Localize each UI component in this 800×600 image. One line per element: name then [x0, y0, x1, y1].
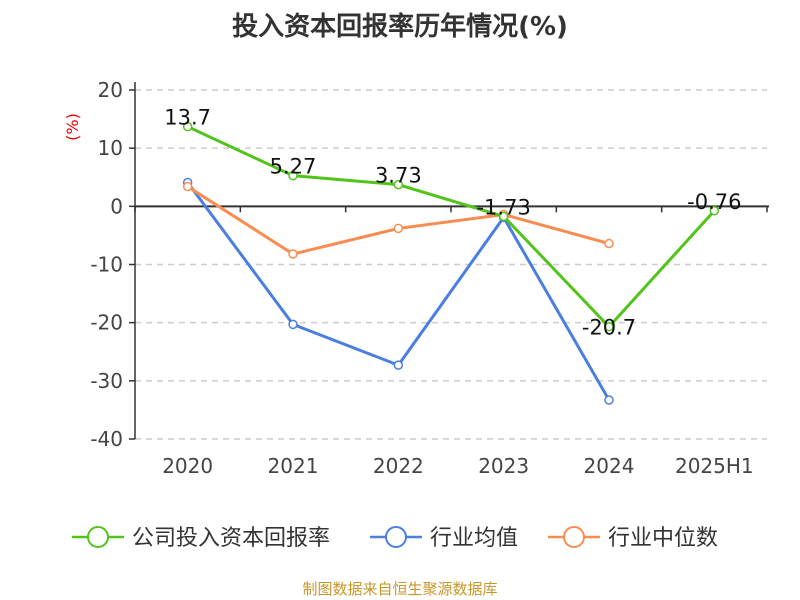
y-tick-label: 0	[110, 194, 123, 218]
legend-marker	[87, 526, 109, 548]
x-tick-label: 2022	[373, 454, 424, 478]
y-axis-label: (%)	[63, 113, 82, 141]
data-point	[393, 223, 404, 234]
series-line	[187, 125, 716, 329]
data-point	[498, 211, 509, 222]
chart-title: 投入资本回报率历年情况(%)	[232, 12, 568, 42]
legend-label: 行业中位数	[608, 526, 718, 551]
source-note: 制图数据来自恒生聚源数据库	[302, 580, 498, 598]
legend-marker	[563, 526, 585, 548]
series-line	[186, 185, 610, 256]
data-point	[182, 181, 193, 192]
legend-label: 行业均值	[430, 526, 518, 551]
y-tick-label: -40	[90, 427, 123, 451]
data-label: 13.7	[164, 106, 211, 130]
data-point	[288, 319, 298, 330]
y-tick-label: 20	[98, 78, 123, 102]
x-tick-label: 2021	[268, 454, 319, 478]
data-point	[709, 206, 720, 216]
x-tick-label: 2025H1	[675, 454, 754, 478]
data-point	[288, 249, 298, 259]
data-label: -1.73	[476, 195, 530, 219]
y-tick-label: -20	[90, 311, 123, 335]
data-label: 5.27	[270, 155, 317, 179]
legend-marker	[385, 526, 407, 548]
x-tick-label: 2020	[162, 454, 213, 478]
data-point	[182, 121, 193, 132]
legend-label: 公司投入资本回报率	[132, 526, 330, 551]
data-point	[393, 360, 404, 370]
data-label: -20.7	[582, 316, 636, 340]
data-point	[604, 321, 614, 332]
x-tick-label: 2023	[478, 454, 529, 478]
y-tick-label: 10	[98, 136, 123, 160]
data-point	[604, 238, 614, 249]
data-point	[288, 170, 298, 181]
data-label: -0.76	[687, 190, 741, 214]
data-point	[604, 395, 614, 405]
data-point	[393, 179, 404, 190]
y-tick-label: -30	[90, 369, 123, 393]
x-tick-label: 2024	[584, 454, 635, 478]
y-tick-label: -10	[90, 253, 123, 277]
data-label: 3.73	[375, 164, 422, 188]
